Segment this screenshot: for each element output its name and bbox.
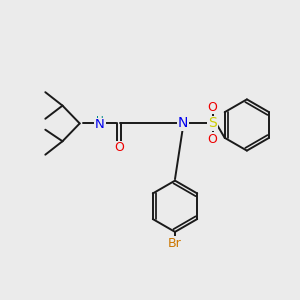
Text: H: H bbox=[96, 116, 104, 126]
Text: N: N bbox=[178, 116, 188, 130]
Text: N: N bbox=[95, 118, 105, 131]
Text: S: S bbox=[208, 116, 217, 130]
Text: O: O bbox=[208, 101, 218, 114]
Text: O: O bbox=[114, 141, 124, 154]
Text: Br: Br bbox=[168, 237, 182, 250]
Text: O: O bbox=[208, 133, 218, 146]
